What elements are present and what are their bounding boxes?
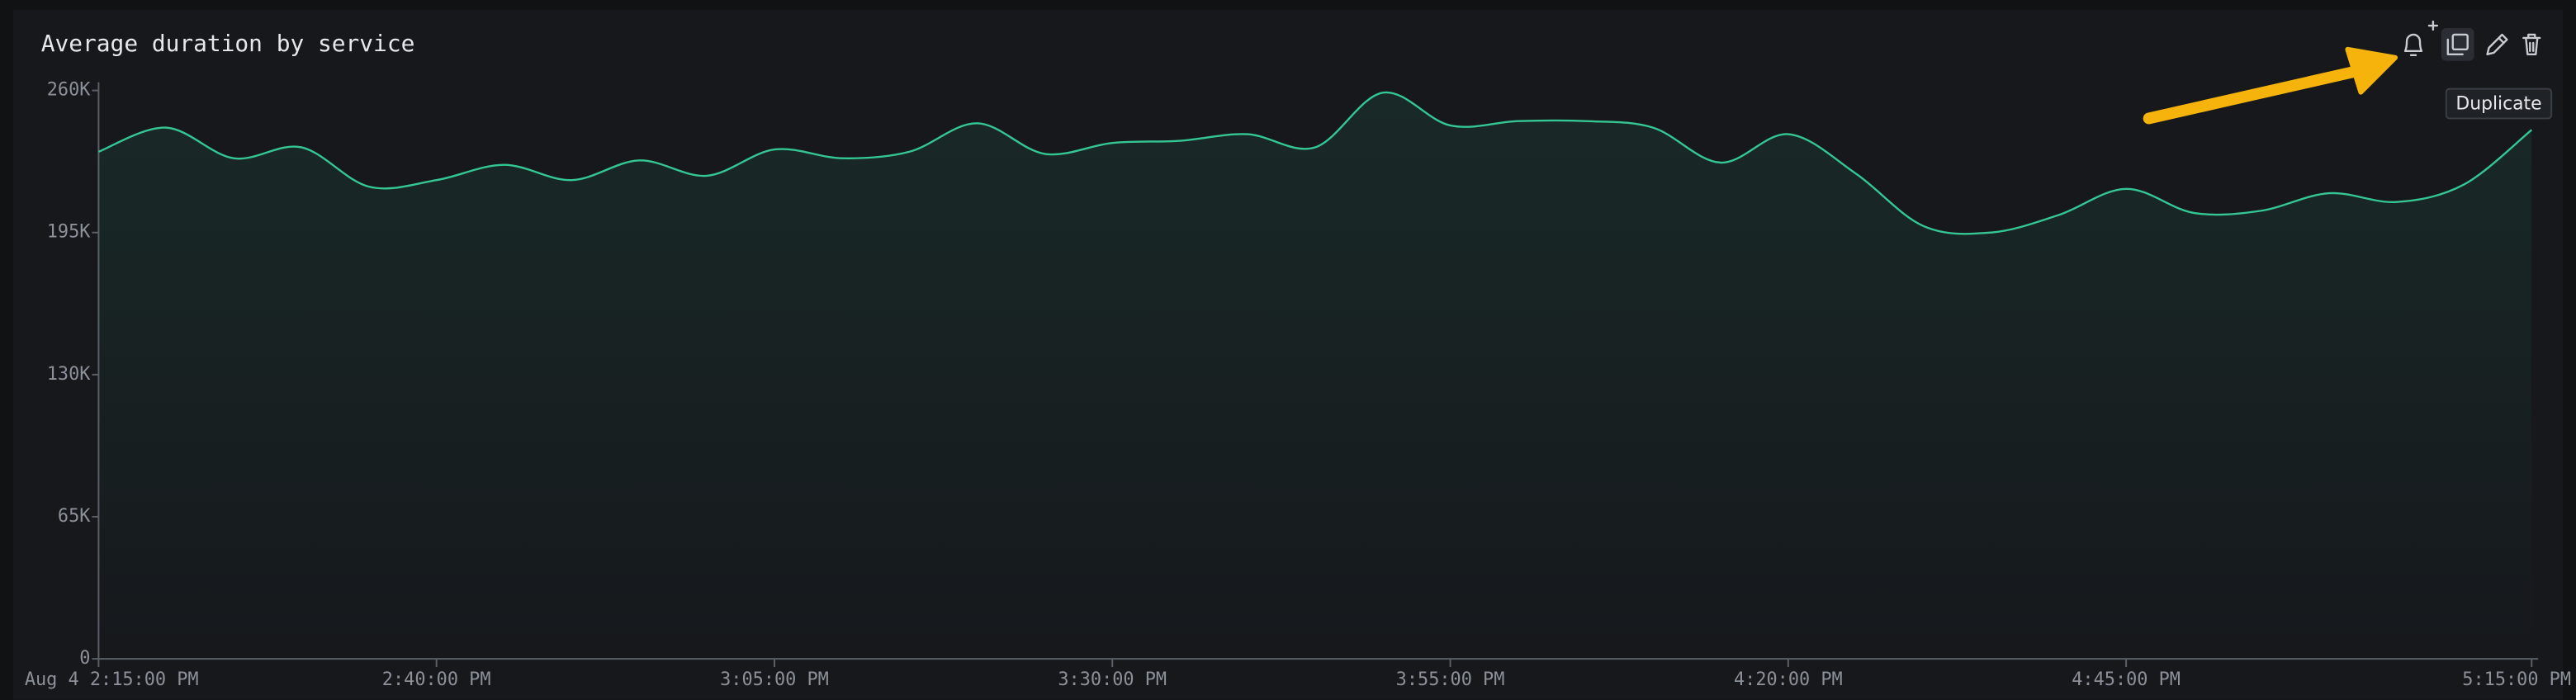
x-tick-label: 3:55:00 PM [1396, 669, 1505, 690]
x-tick-label: 2:40:00 PM [382, 669, 491, 690]
alert-button[interactable] [2403, 20, 2439, 57]
chart-title: Average duration by service [41, 30, 415, 57]
plot-area: 0 65K 130K 195K 260K Aug 4 2:15:00 PM 2:40:00 … [25, 80, 2571, 690]
x-tick-label: 4:20:00 PM [1734, 669, 1843, 690]
area-fill [98, 92, 2532, 660]
x-tick-label: 3:30:00 PM [1058, 669, 1167, 690]
edit-button[interactable] [2486, 33, 2508, 56]
y-tick-label: 260K [47, 80, 92, 101]
line [97, 91, 2533, 235]
y-tick-label: 130K [47, 364, 92, 385]
x-tick-label: 5:15:00 PM [2462, 669, 2571, 690]
tooltip: Duplicate [2445, 88, 2553, 120]
x-tick-label: Aug 4 2:15:00 PM [25, 669, 199, 690]
x-tick-label: 4:45:00 PM [2072, 669, 2181, 690]
y-tick-label: 0 [79, 648, 90, 669]
annotation-arrow [2143, 46, 2398, 125]
delete-button[interactable] [2522, 33, 2541, 56]
y-tick-label: 195K [47, 222, 92, 243]
y-tick-label: 65K [58, 506, 91, 527]
x-tick-label: 3:05:00 PM [720, 669, 829, 690]
duplicate-button[interactable] [2441, 28, 2474, 61]
tooltip-text: Duplicate [2455, 94, 2541, 115]
